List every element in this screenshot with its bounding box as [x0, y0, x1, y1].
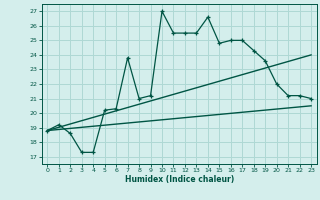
X-axis label: Humidex (Indice chaleur): Humidex (Indice chaleur)	[124, 175, 234, 184]
